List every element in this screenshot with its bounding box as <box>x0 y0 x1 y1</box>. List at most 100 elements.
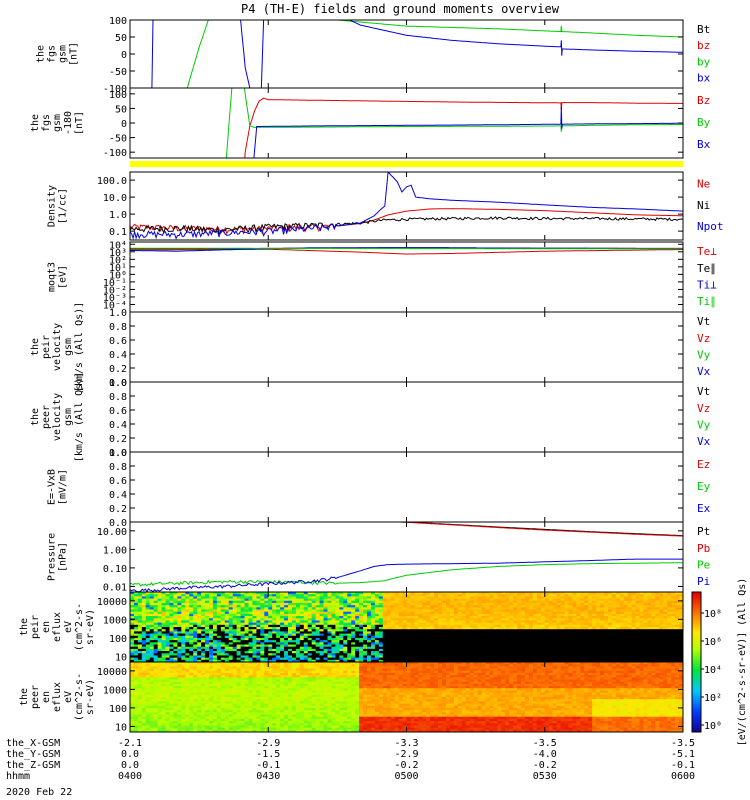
spec-cell <box>359 598 364 602</box>
spec-cell <box>465 598 471 602</box>
spec-cell <box>201 602 206 606</box>
spec-cell <box>647 596 652 599</box>
series-pressure-Pe <box>130 562 683 587</box>
spec-cell <box>303 620 309 624</box>
spec-cell <box>580 655 585 659</box>
spec-cell <box>177 633 182 637</box>
spec-cell <box>299 596 305 599</box>
spec-cell <box>201 637 206 641</box>
spec-cell <box>588 611 593 615</box>
spec-cell <box>145 605 151 608</box>
spec-cell <box>398 651 403 654</box>
spec-cell <box>240 627 245 630</box>
spec-cell <box>651 600 656 604</box>
spec-cell <box>212 629 218 632</box>
spec-cell <box>232 631 238 634</box>
spec-cell <box>588 607 593 610</box>
spec-cell <box>639 594 644 597</box>
spec-cell <box>513 657 518 661</box>
spec-cell <box>449 592 455 595</box>
spec-cell <box>544 600 550 604</box>
spec-cell <box>461 622 467 626</box>
spec-cell <box>465 653 471 656</box>
spec-cell <box>493 609 498 613</box>
spec-cell <box>517 642 522 645</box>
spec-cell <box>588 635 593 639</box>
spec-cell <box>133 690 139 694</box>
spec-cell <box>453 624 459 628</box>
spec-cell <box>469 659 475 662</box>
spec-cell <box>651 624 656 628</box>
spec-cell <box>130 705 135 709</box>
spec-cell <box>149 624 155 628</box>
spec-cell <box>675 611 680 615</box>
spec-cell <box>426 598 431 602</box>
spec-cell <box>485 605 490 608</box>
spec-cell <box>189 618 194 621</box>
spec-cell <box>414 657 419 661</box>
spec-cell <box>402 627 407 630</box>
spec-cell <box>576 648 581 652</box>
spec-cell <box>244 629 249 632</box>
spec-cell <box>299 627 305 630</box>
spec-cell <box>671 627 676 630</box>
spec-cell <box>402 596 407 599</box>
spec-cell <box>513 616 518 619</box>
spec-cell <box>367 602 372 606</box>
spec-cell <box>260 620 265 624</box>
spec-cell <box>141 666 147 669</box>
spec-cell <box>141 681 147 685</box>
spec-cell <box>410 596 415 599</box>
spec-cell <box>165 592 170 595</box>
spec-cell <box>216 633 222 637</box>
spec-cell <box>177 640 182 643</box>
spec-cell <box>374 642 380 645</box>
spec-cell <box>268 637 273 641</box>
spec-cell <box>517 613 522 617</box>
spec-cell <box>639 627 644 630</box>
spec-cell <box>525 635 530 639</box>
spec-cell <box>600 659 605 662</box>
spec-cell <box>133 679 139 683</box>
spec-cell <box>165 620 170 624</box>
spec-cell <box>153 651 159 654</box>
spec-cell <box>552 624 557 628</box>
spec-cell <box>572 600 577 604</box>
spec-cell <box>505 629 510 632</box>
spec-cell <box>398 616 403 619</box>
spec-cell <box>525 631 530 634</box>
spec-cell <box>418 633 423 637</box>
spec-cell <box>438 602 443 606</box>
spec-cell <box>339 653 344 656</box>
spec-cell <box>327 611 332 615</box>
spec-cell <box>201 611 206 615</box>
spec-cell <box>552 659 557 662</box>
spec-cell <box>137 664 143 667</box>
spec-cell <box>133 692 139 696</box>
spec-cell <box>442 605 447 608</box>
spec-cell <box>671 633 676 637</box>
spec-cell <box>442 646 447 650</box>
spec-cell <box>382 653 388 656</box>
spec-cell <box>501 598 506 602</box>
spec-cell <box>611 607 617 610</box>
spec-cell <box>370 653 376 656</box>
spec-cell <box>552 635 557 639</box>
spec-cell <box>493 651 498 654</box>
spec-cell <box>133 633 139 637</box>
spec-cell <box>236 653 241 656</box>
spec-cell <box>339 605 344 608</box>
spec-cell <box>525 618 530 621</box>
spec-cell <box>667 592 672 595</box>
spec-cell <box>651 616 656 619</box>
spec-cell <box>592 602 597 606</box>
spec-cell <box>141 624 147 628</box>
spec-cell <box>205 607 210 610</box>
spec-cell <box>560 655 565 659</box>
spec-cell <box>619 598 625 602</box>
spec-cell <box>205 598 210 602</box>
spec-cell <box>284 644 289 648</box>
spec-cell <box>635 611 640 615</box>
spec-cell <box>378 659 384 662</box>
spec-cell <box>639 616 644 619</box>
